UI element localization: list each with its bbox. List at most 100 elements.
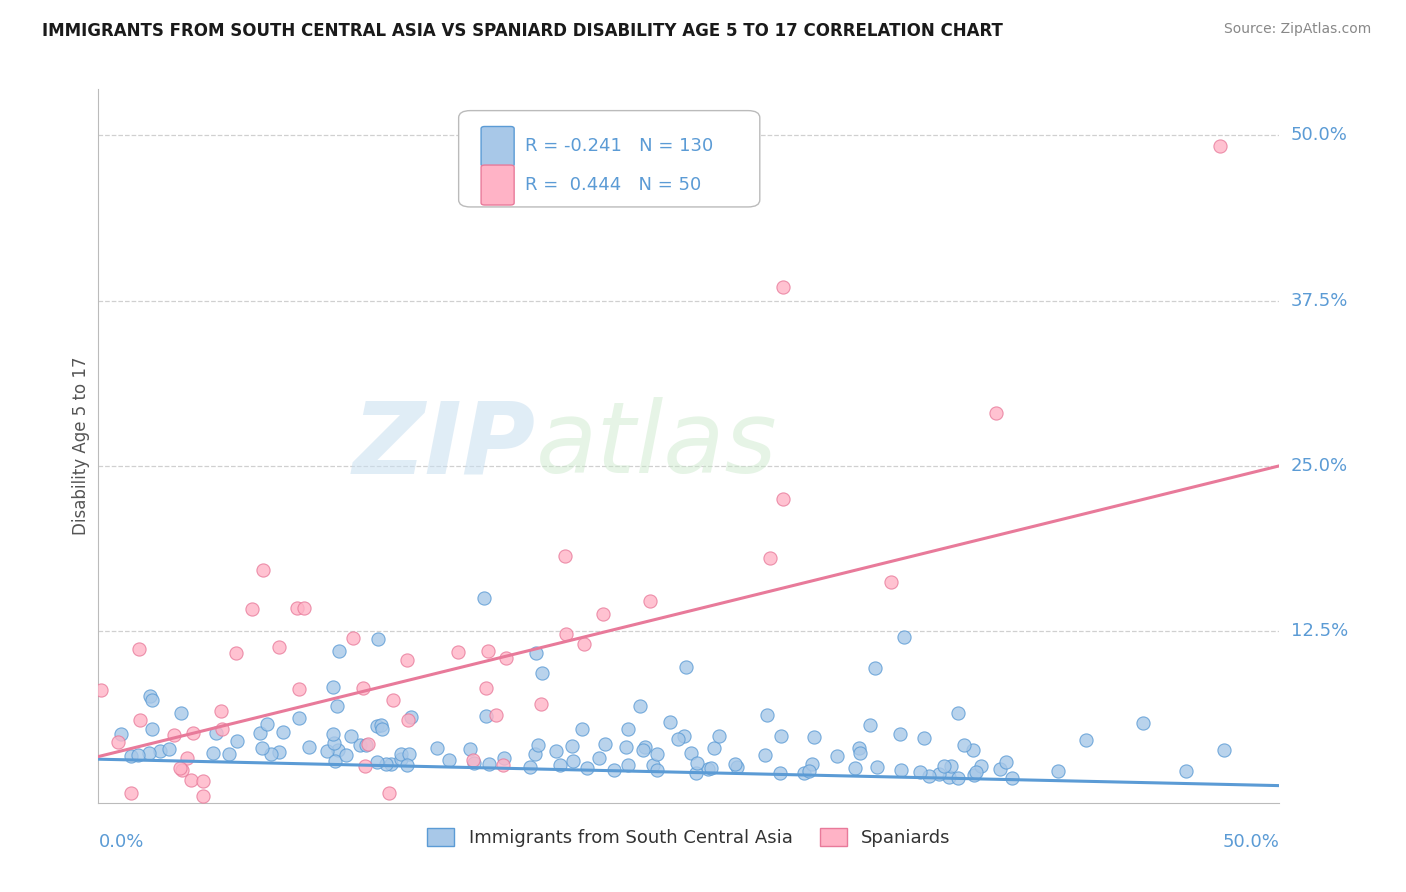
Point bbox=[138, 746, 160, 760]
Point bbox=[437, 754, 460, 768]
Text: IMMIGRANTS FROM SOUTH CENTRAL ASIA VS SPANIARD DISABILITY AGE 5 TO 17 CORRELATIO: IMMIGRANTS FROM SOUTH CENTRAL ASIA VS SP… bbox=[42, 22, 1002, 40]
Point bbox=[546, 744, 568, 758]
Point bbox=[793, 766, 815, 780]
Point bbox=[249, 726, 271, 740]
Point bbox=[859, 718, 882, 732]
Point bbox=[315, 744, 337, 758]
Point bbox=[634, 740, 657, 755]
Point bbox=[1175, 764, 1198, 778]
Point bbox=[120, 748, 142, 763]
Point bbox=[463, 756, 485, 770]
Point bbox=[218, 747, 240, 761]
Point bbox=[617, 723, 640, 737]
Point bbox=[918, 769, 941, 783]
Point bbox=[180, 773, 202, 788]
Point bbox=[641, 758, 664, 772]
Point bbox=[527, 739, 550, 753]
Text: 50.0%: 50.0% bbox=[1223, 833, 1279, 851]
Point bbox=[322, 727, 344, 741]
Point bbox=[659, 714, 682, 729]
Point bbox=[396, 713, 419, 727]
Point bbox=[866, 759, 889, 773]
Text: 50.0%: 50.0% bbox=[1291, 127, 1347, 145]
Point bbox=[889, 727, 911, 741]
Point bbox=[994, 755, 1017, 769]
Point bbox=[707, 730, 730, 744]
Point bbox=[354, 738, 377, 752]
Point bbox=[138, 690, 160, 704]
Point bbox=[298, 739, 321, 754]
Point bbox=[769, 766, 792, 780]
Point bbox=[288, 711, 311, 725]
Point bbox=[912, 731, 935, 745]
Point bbox=[700, 761, 723, 775]
Point bbox=[1076, 732, 1098, 747]
Point bbox=[519, 760, 541, 774]
Point bbox=[458, 742, 481, 756]
Point bbox=[398, 747, 420, 762]
Point bbox=[461, 753, 484, 767]
Point bbox=[366, 756, 388, 770]
Point bbox=[962, 743, 984, 757]
Point bbox=[801, 756, 824, 771]
Point bbox=[970, 759, 993, 773]
Point bbox=[357, 737, 380, 751]
Point bbox=[588, 751, 610, 765]
Point bbox=[141, 692, 163, 706]
Point bbox=[328, 743, 350, 757]
Point bbox=[128, 642, 150, 657]
Text: 0.0%: 0.0% bbox=[98, 833, 143, 851]
Point bbox=[953, 738, 976, 752]
Point bbox=[603, 763, 626, 777]
Point bbox=[965, 765, 987, 780]
Point bbox=[946, 771, 969, 785]
Point bbox=[382, 693, 405, 707]
Point bbox=[686, 756, 709, 771]
Point bbox=[201, 746, 224, 760]
Point bbox=[342, 631, 364, 645]
Point bbox=[322, 680, 344, 694]
Point bbox=[128, 713, 150, 727]
Point bbox=[472, 591, 495, 605]
Point bbox=[825, 749, 848, 764]
Point bbox=[127, 747, 149, 762]
Point bbox=[226, 733, 249, 747]
Point bbox=[120, 786, 142, 800]
Point bbox=[252, 563, 274, 577]
Point bbox=[1001, 771, 1024, 785]
Point bbox=[172, 763, 194, 777]
Point bbox=[260, 747, 283, 761]
Point bbox=[555, 627, 578, 641]
Point bbox=[640, 594, 662, 608]
Point bbox=[181, 725, 204, 739]
Point bbox=[759, 550, 782, 565]
Point bbox=[696, 762, 718, 776]
Point bbox=[803, 731, 825, 745]
Point bbox=[772, 280, 794, 294]
Point bbox=[157, 742, 180, 756]
Point bbox=[267, 640, 290, 654]
Point bbox=[1213, 743, 1236, 757]
Point bbox=[294, 600, 316, 615]
Point bbox=[492, 751, 515, 765]
Point bbox=[1046, 764, 1069, 778]
Point bbox=[396, 758, 419, 772]
Point bbox=[426, 741, 449, 756]
Point bbox=[938, 770, 960, 784]
Point bbox=[176, 751, 198, 765]
Point bbox=[617, 757, 640, 772]
Point bbox=[668, 732, 690, 747]
Point bbox=[561, 754, 583, 768]
Point bbox=[844, 761, 866, 775]
Point bbox=[593, 737, 616, 751]
Point bbox=[962, 768, 984, 782]
Point bbox=[893, 630, 915, 644]
Point bbox=[928, 767, 950, 781]
Point bbox=[340, 730, 363, 744]
Point bbox=[475, 681, 498, 695]
Point bbox=[335, 748, 357, 763]
Point bbox=[240, 602, 263, 616]
Point bbox=[633, 743, 655, 757]
Point bbox=[772, 491, 794, 506]
Point bbox=[352, 681, 374, 695]
